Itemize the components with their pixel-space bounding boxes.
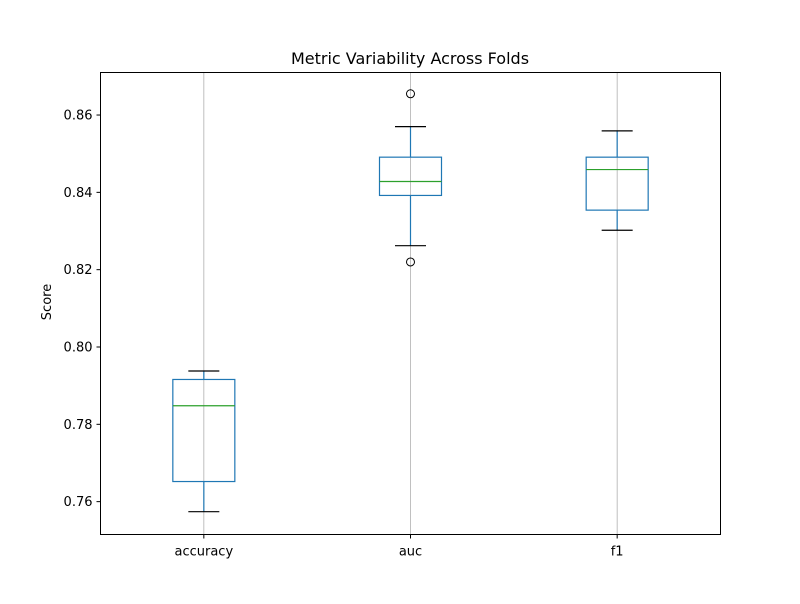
axis-ticks: accuracy auc f1 0.76 0.78 0.80 0.82 0.84 0.86 xyxy=(64,109,624,560)
plot-area-frame xyxy=(100,72,721,535)
x-tick-label-f1: f1 xyxy=(611,545,624,560)
y-tick-label-0.82: 0.82 xyxy=(64,263,93,278)
iqr-box-accuracy xyxy=(172,378,236,483)
x-tick-label-auc: auc xyxy=(399,545,422,560)
y-tick-label-0.78: 0.78 xyxy=(64,418,93,433)
x-tick-label-accuracy: accuracy xyxy=(175,545,234,560)
box-group-accuracy xyxy=(172,370,236,513)
outlier-point-auc-1 xyxy=(406,89,415,99)
y-axis-label: Score xyxy=(40,284,55,320)
y-tick-label-0.84: 0.84 xyxy=(64,186,93,201)
y-tick-label-0.76: 0.76 xyxy=(64,495,93,510)
y-tick-label-0.80: 0.80 xyxy=(64,340,93,355)
box-group-auc xyxy=(378,89,443,267)
y-tick-label-0.86: 0.86 xyxy=(64,109,93,124)
box-plots xyxy=(172,89,649,513)
chart-title: Metric Variability Across Folds xyxy=(291,49,529,68)
iqr-box-auc xyxy=(378,156,443,197)
outlier-point-auc-0 xyxy=(406,257,415,267)
box-group-f1 xyxy=(585,130,649,231)
iqr-box-f1 xyxy=(585,156,649,211)
